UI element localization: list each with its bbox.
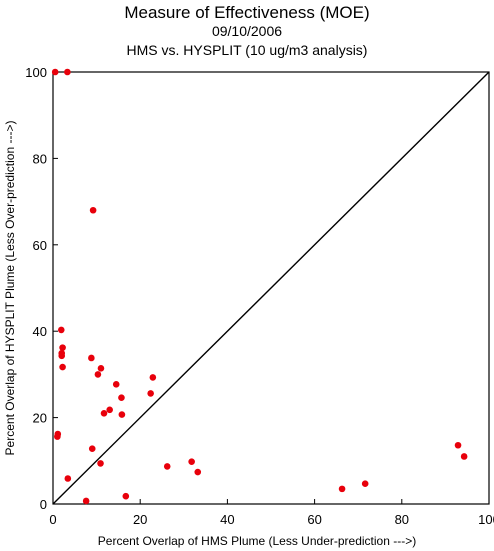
data-point (118, 411, 126, 418)
x-tick-label: 0 (49, 512, 56, 527)
y-tick-label: 60 (33, 238, 47, 253)
data-point (54, 433, 61, 440)
data-point (58, 352, 66, 360)
chart-title: Measure of Effectiveness (MOE) (124, 3, 369, 22)
data-point (51, 68, 59, 76)
y-tick-label: 100 (25, 65, 47, 80)
data-point (106, 406, 113, 414)
y-axis-ticks: 0 20 40 60 80 100 (25, 65, 58, 512)
data-point (460, 453, 468, 460)
y-tick-label: 80 (33, 151, 47, 166)
data-point (57, 326, 65, 334)
data-point (149, 374, 157, 381)
data-point (188, 458, 195, 465)
plot-frame (52, 71, 490, 505)
chart-subtitle: HMS vs. HYSPLIT (10 ug/m3 analysis) (127, 42, 368, 58)
reference-diagonal-line (52, 71, 490, 505)
data-point (59, 363, 66, 371)
data-point (118, 394, 125, 402)
x-tick-label: 80 (395, 512, 409, 527)
y-tick-label: 40 (33, 324, 47, 339)
x-tick-label: 20 (133, 512, 147, 527)
data-point (361, 480, 369, 487)
data-points (51, 68, 468, 505)
x-tick-label: 40 (220, 512, 234, 527)
data-point (100, 409, 108, 417)
data-point (59, 344, 66, 351)
data-point (64, 68, 71, 76)
data-point (97, 365, 105, 372)
data-point (97, 460, 104, 467)
data-point (112, 381, 120, 388)
data-point (88, 445, 96, 453)
x-axis-ticks: 0 20 40 60 80 100 (49, 499, 494, 527)
data-point (163, 463, 171, 470)
data-point (88, 354, 95, 362)
y-tick-label: 20 (33, 411, 47, 426)
x-axis-label: Percent Overlap of HMS Plume (Less Under… (98, 534, 416, 548)
data-point (122, 492, 130, 500)
x-tick-label: 60 (307, 512, 321, 527)
x-tick-label: 100 (478, 512, 494, 527)
data-point (454, 441, 462, 449)
data-point (64, 475, 72, 482)
chart-date: 09/10/2006 (212, 23, 282, 39)
data-point (82, 497, 90, 505)
data-point (89, 206, 97, 214)
data-point (147, 390, 154, 397)
data-point (194, 468, 202, 476)
y-tick-label: 0 (40, 497, 47, 512)
y-axis-label: Percent Overlap of HYSPLIT Plume (Less O… (3, 121, 17, 456)
data-point (338, 485, 346, 493)
data-point (94, 371, 102, 378)
